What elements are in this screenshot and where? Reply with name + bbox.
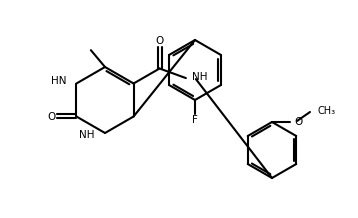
Text: F: F bbox=[192, 115, 198, 125]
Text: O: O bbox=[47, 111, 55, 121]
Text: O: O bbox=[294, 117, 302, 127]
Text: O: O bbox=[155, 36, 164, 46]
Text: HN: HN bbox=[51, 75, 67, 85]
Text: CH₃: CH₃ bbox=[317, 106, 335, 116]
Text: NH: NH bbox=[192, 72, 207, 82]
Text: NH: NH bbox=[79, 130, 95, 140]
